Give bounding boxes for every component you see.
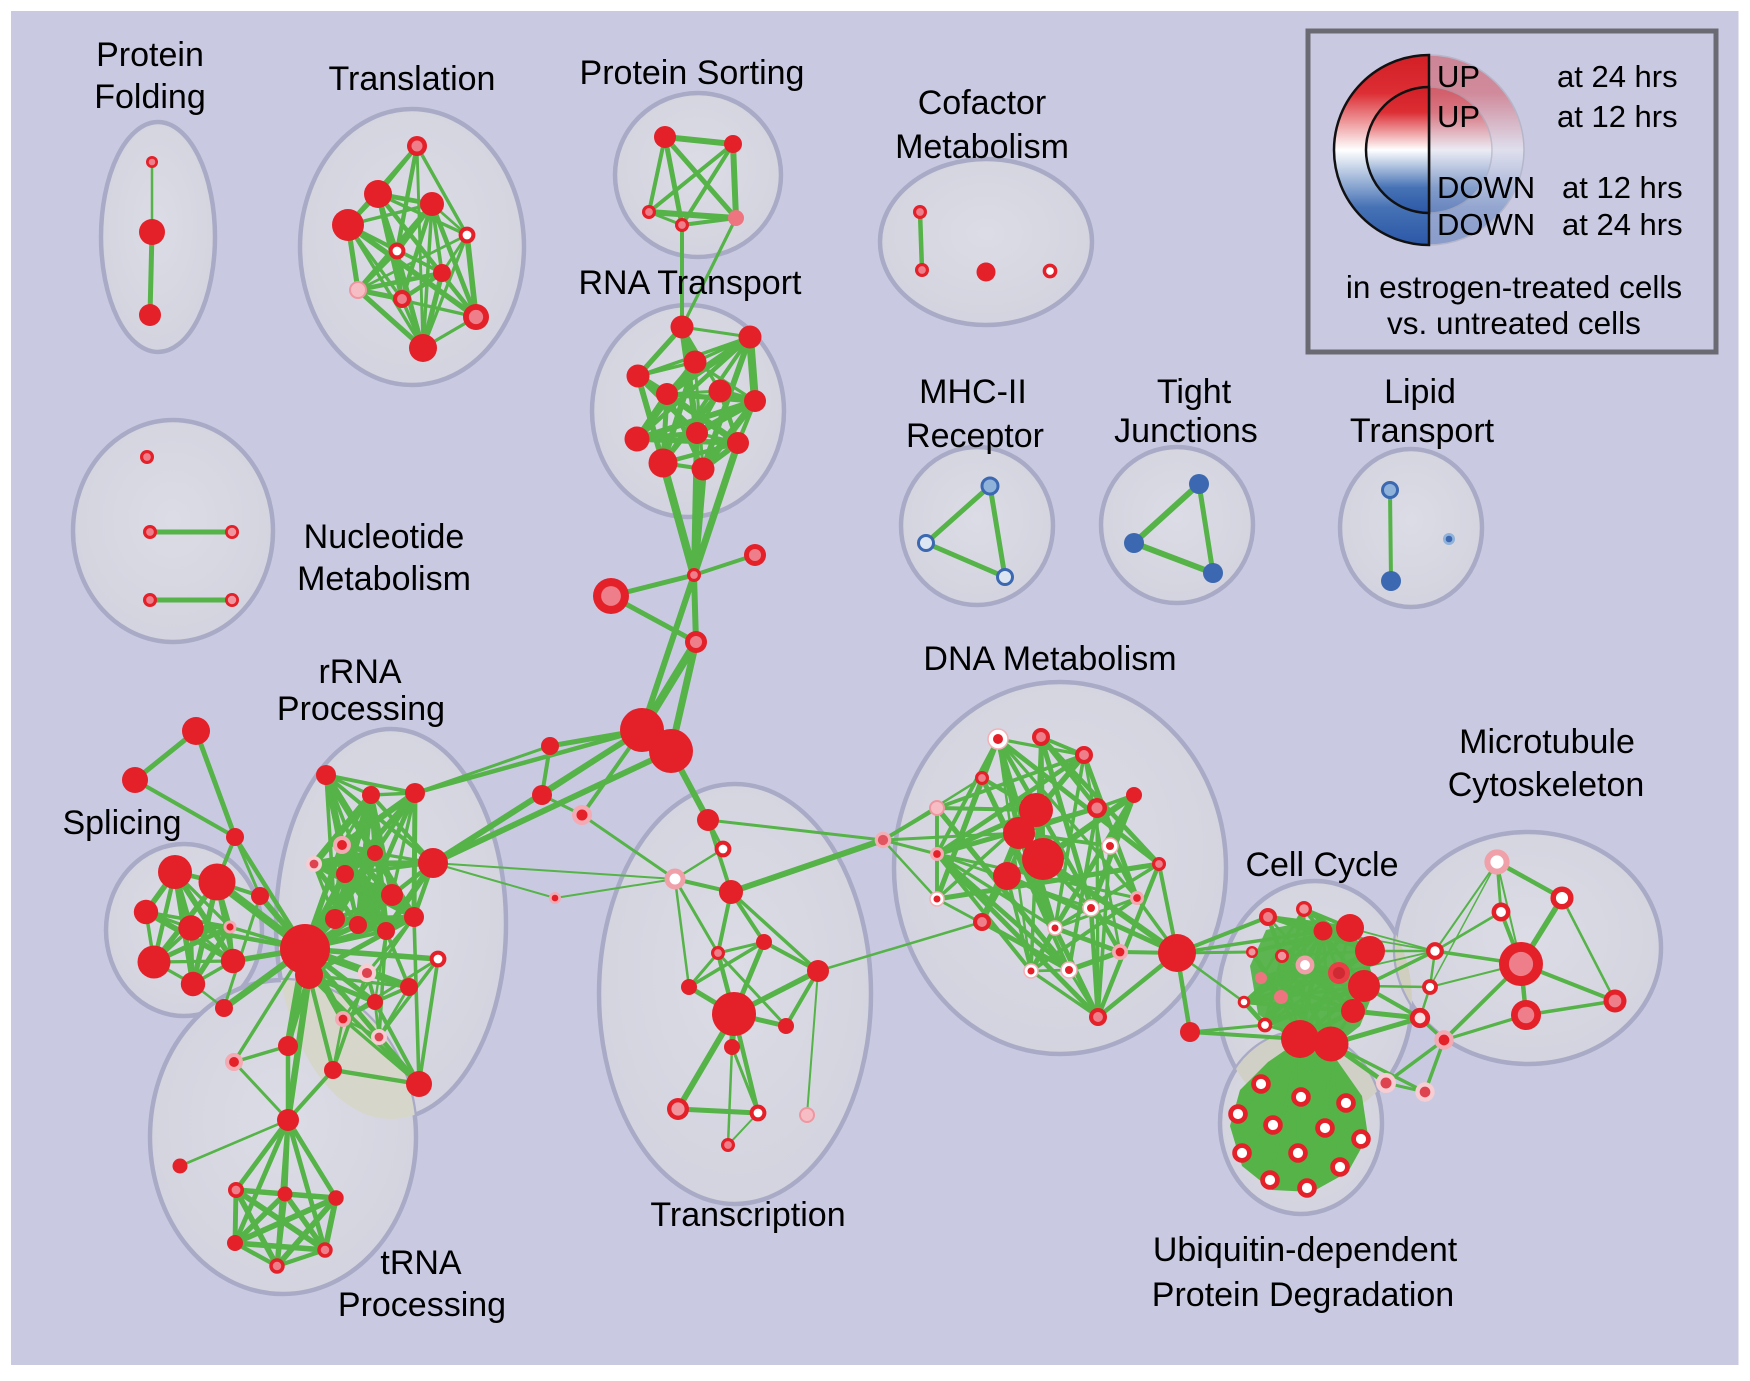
svg-text:Translation: Translation — [329, 60, 496, 98]
svg-text:Processing: Processing — [338, 1286, 506, 1324]
svg-text:RNA Transport: RNA Transport — [579, 264, 803, 302]
svg-text:DNA Metabolism: DNA Metabolism — [923, 640, 1176, 678]
svg-text:at 12 hrs: at 12 hrs — [1557, 99, 1678, 134]
svg-text:Metabolism: Metabolism — [297, 560, 471, 598]
svg-text:Nucleotide: Nucleotide — [304, 518, 465, 556]
svg-text:DOWN: DOWN — [1437, 170, 1535, 205]
svg-text:vs. untreated cells: vs. untreated cells — [1387, 305, 1641, 341]
svg-text:DOWN: DOWN — [1437, 207, 1535, 242]
svg-text:Protein Degradation: Protein Degradation — [1152, 1276, 1454, 1314]
svg-text:Microtubule: Microtubule — [1459, 723, 1635, 761]
svg-text:UP: UP — [1437, 99, 1480, 134]
svg-text:Processing: Processing — [277, 690, 445, 728]
svg-text:Protein: Protein — [96, 36, 204, 74]
svg-text:Cofactor: Cofactor — [918, 84, 1047, 122]
svg-text:UP: UP — [1437, 59, 1480, 94]
svg-text:Ubiquitin-dependent: Ubiquitin-dependent — [1153, 1231, 1458, 1269]
svg-text:Receptor: Receptor — [906, 417, 1044, 455]
svg-text:at 24 hrs: at 24 hrs — [1562, 207, 1683, 242]
svg-text:in estrogen-treated cells: in estrogen-treated cells — [1346, 269, 1682, 305]
svg-text:Metabolism: Metabolism — [895, 128, 1069, 166]
svg-text:Cell Cycle: Cell Cycle — [1245, 846, 1398, 884]
svg-text:tRNA: tRNA — [380, 1244, 462, 1282]
svg-text:Tight: Tight — [1157, 373, 1232, 411]
svg-text:Transcription: Transcription — [650, 1196, 845, 1234]
svg-text:Splicing: Splicing — [62, 804, 181, 842]
svg-text:Protein Sorting: Protein Sorting — [580, 54, 805, 92]
svg-text:Cytoskeleton: Cytoskeleton — [1448, 766, 1645, 804]
svg-text:Lipid: Lipid — [1384, 373, 1456, 411]
svg-text:Transport: Transport — [1350, 412, 1495, 450]
svg-text:at 12 hrs: at 12 hrs — [1562, 170, 1683, 205]
svg-text:MHC-II: MHC-II — [919, 373, 1027, 411]
svg-text:at 24 hrs: at 24 hrs — [1557, 59, 1678, 94]
svg-text:Junctions: Junctions — [1114, 412, 1258, 450]
svg-text:rRNA: rRNA — [318, 653, 401, 691]
svg-text:Folding: Folding — [94, 78, 206, 116]
